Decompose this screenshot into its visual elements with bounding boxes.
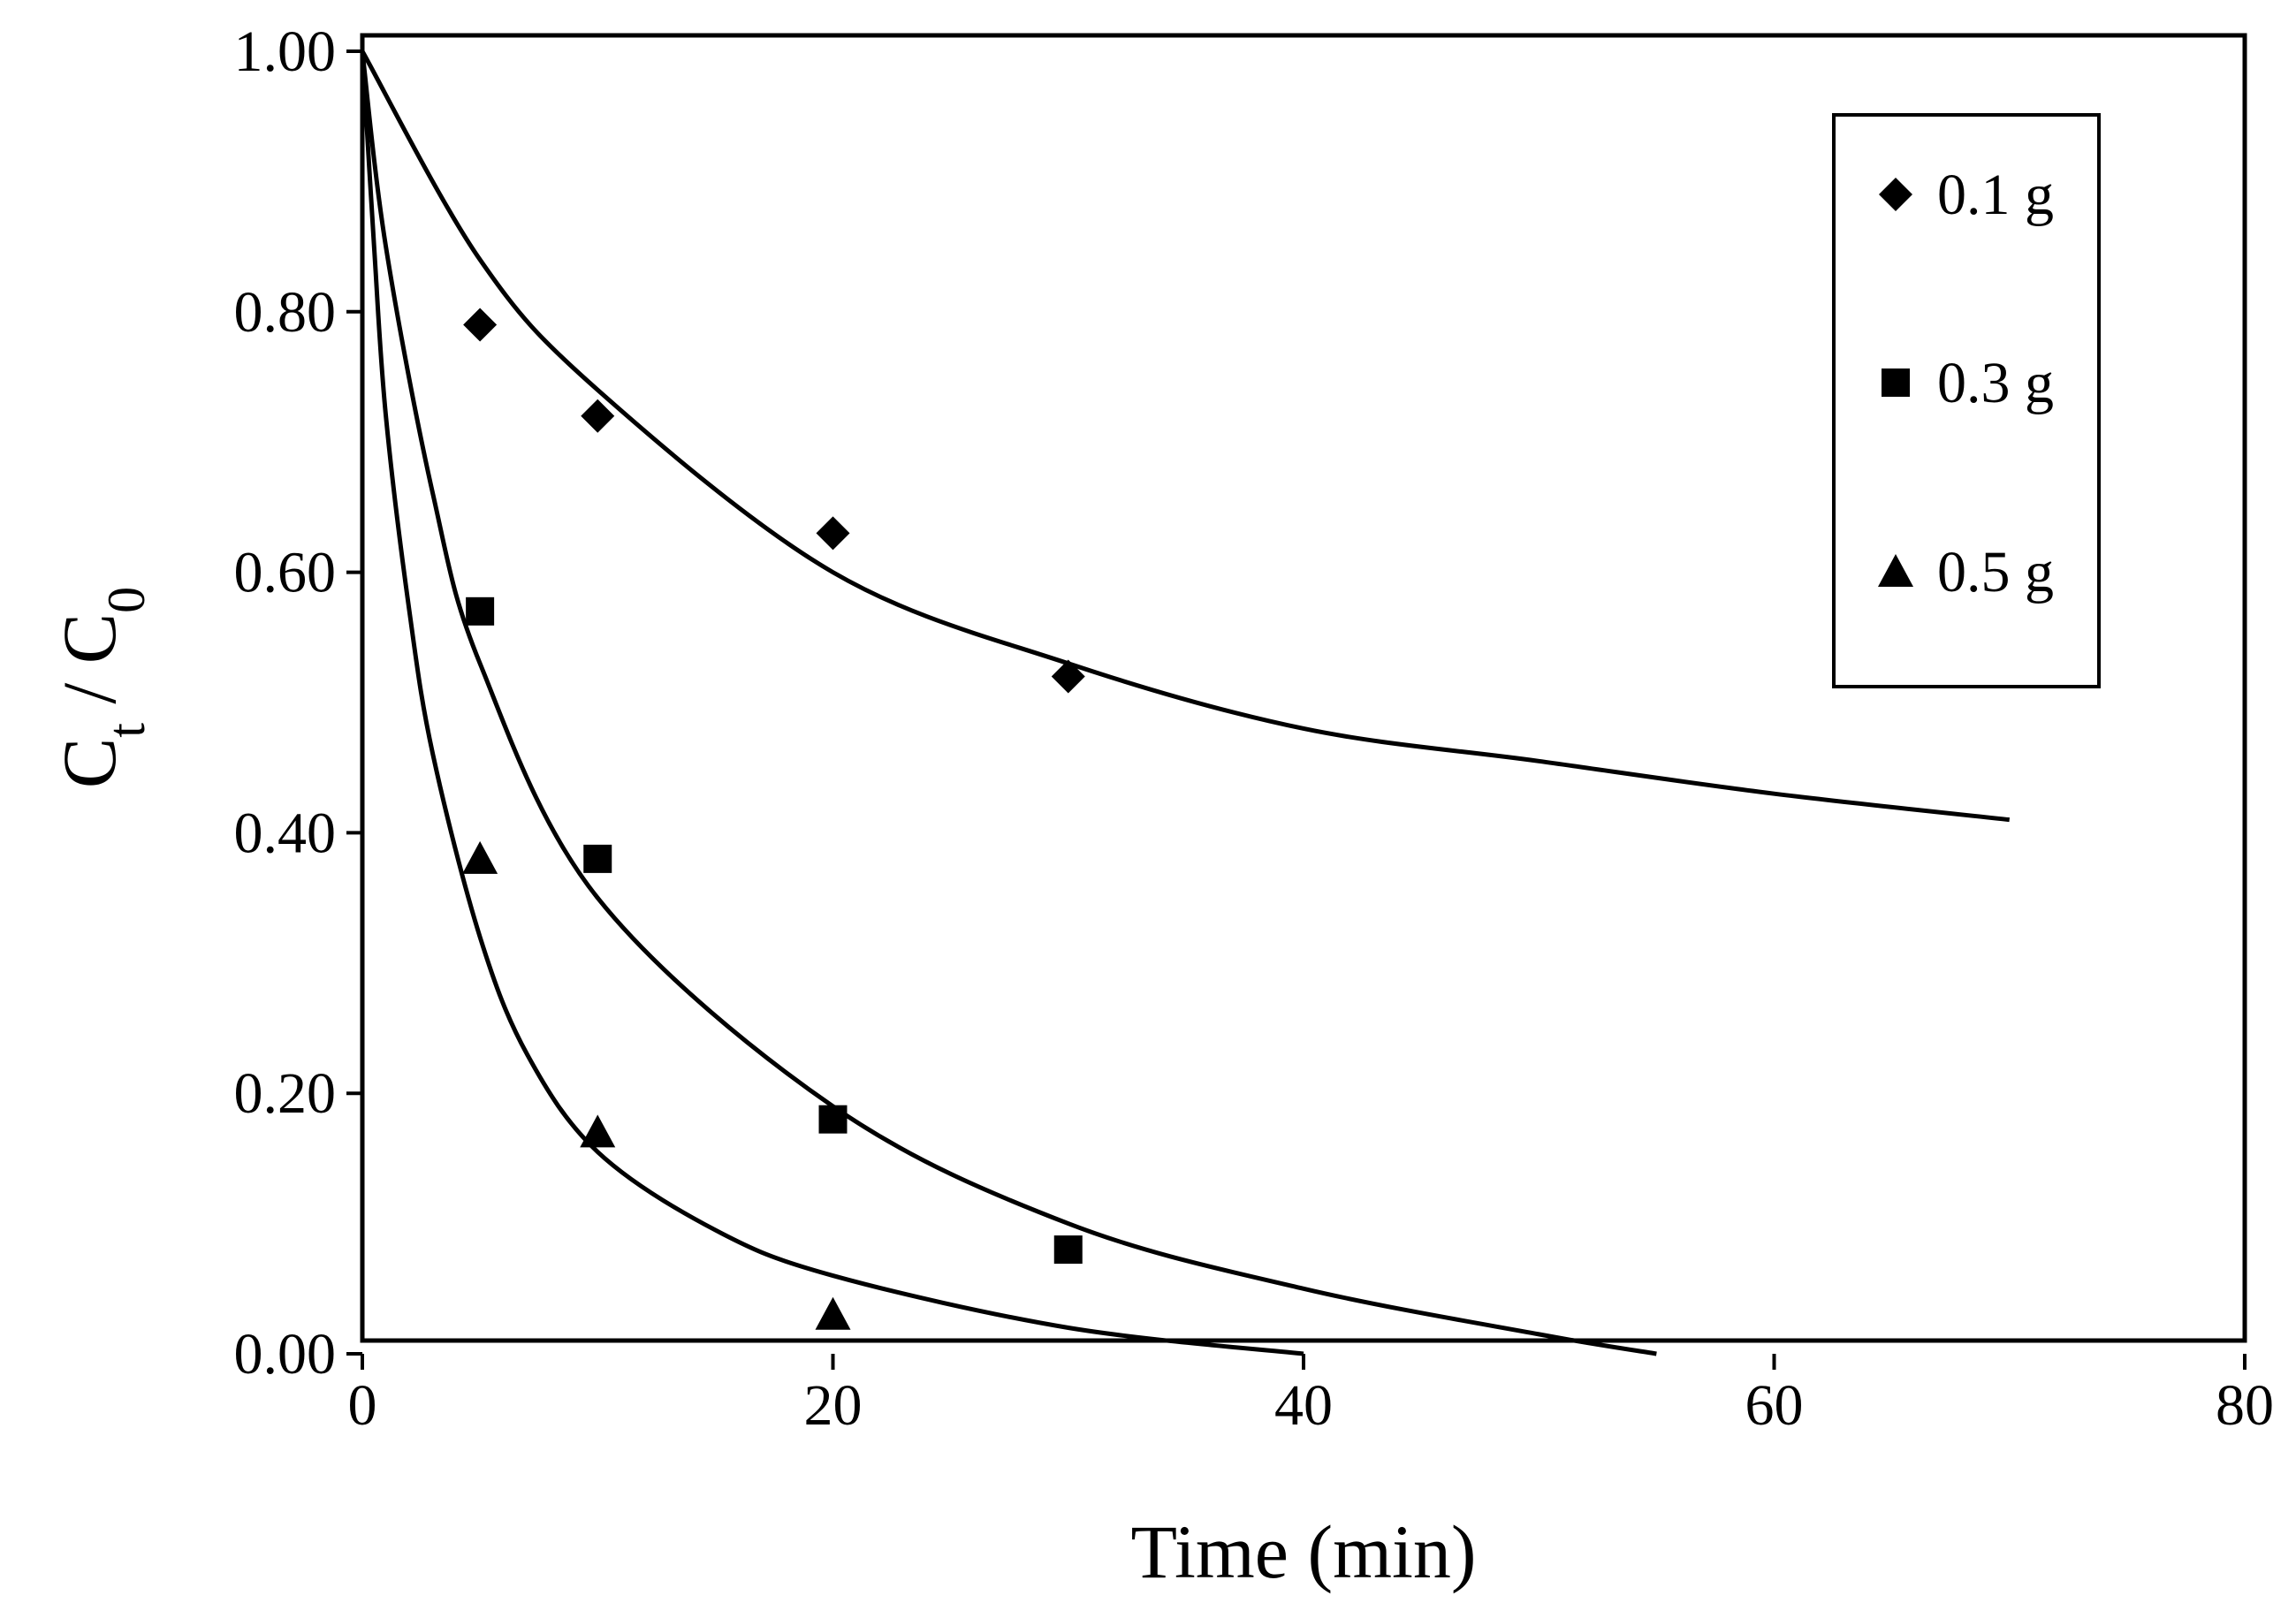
data-point-square (818, 1105, 848, 1134)
data-points (462, 308, 1085, 1330)
legend-box (1832, 113, 2101, 688)
y-tick-label: 0.60 (234, 541, 337, 605)
data-point-diamond (816, 516, 850, 551)
data-point-square (1053, 1235, 1083, 1265)
y-tick-label: 0.20 (234, 1061, 337, 1126)
y-tick-label: 0.40 (234, 801, 337, 865)
plot-frame (360, 33, 2247, 1343)
y-axis-title-sep: / C (47, 613, 132, 723)
y-axis: 0.00 0.20 0.40 0.60 0.80 1.00 (234, 19, 362, 1386)
legend-label: 0.5 g (1937, 540, 2054, 604)
legend-item-square: 0.3 g (1882, 351, 2054, 415)
x-tick-label: 80 (2216, 1373, 2274, 1438)
legend: 0.1 g 0.3 g 0.5 g (1832, 113, 2101, 688)
legend-marker-diamond (1879, 178, 1912, 211)
fit-line-0-3g (360, 50, 1657, 1356)
legend-marker-triangle (1878, 554, 1913, 587)
data-point-triangle (580, 1114, 616, 1148)
y-axis-title-sub1: t (97, 723, 156, 738)
data-point-diamond (1051, 659, 1085, 694)
y-axis-title: Ct / C0 (47, 587, 156, 788)
x-axis: 0 20 40 60 80 (348, 1354, 2274, 1438)
y-tick-label: 0.80 (234, 280, 337, 345)
y-tick-label: 0.00 (234, 1322, 337, 1386)
data-point-square (466, 596, 495, 626)
data-point-triangle (815, 1296, 851, 1330)
y-tick-label: 1.00 (234, 19, 337, 84)
legend-item-triangle: 0.5 g (1878, 540, 2054, 604)
x-tick-label: 40 (1274, 1373, 1333, 1438)
legend-label: 0.1 g (1937, 163, 2054, 227)
fit-line-0-1g (360, 49, 2011, 823)
x-tick-label: 0 (348, 1373, 377, 1438)
x-tick-label: 20 (804, 1373, 863, 1438)
fit-curves (360, 49, 2011, 1356)
data-point-diamond (463, 308, 498, 342)
data-point-diamond (581, 399, 615, 433)
x-axis-title: Time (min) (1130, 1509, 1476, 1594)
data-point-triangle (462, 840, 498, 874)
legend-label: 0.3 g (1937, 351, 2054, 415)
y-axis-title-main: C (47, 738, 132, 788)
fit-line-0-5g (360, 50, 1304, 1356)
data-point-square (583, 844, 612, 873)
y-axis-title-sub2: 0 (97, 587, 156, 613)
legend-item-diamond: 0.1 g (1879, 163, 2054, 227)
legend-marker-square (1882, 368, 1910, 397)
x-tick-label: 60 (1745, 1373, 1804, 1438)
